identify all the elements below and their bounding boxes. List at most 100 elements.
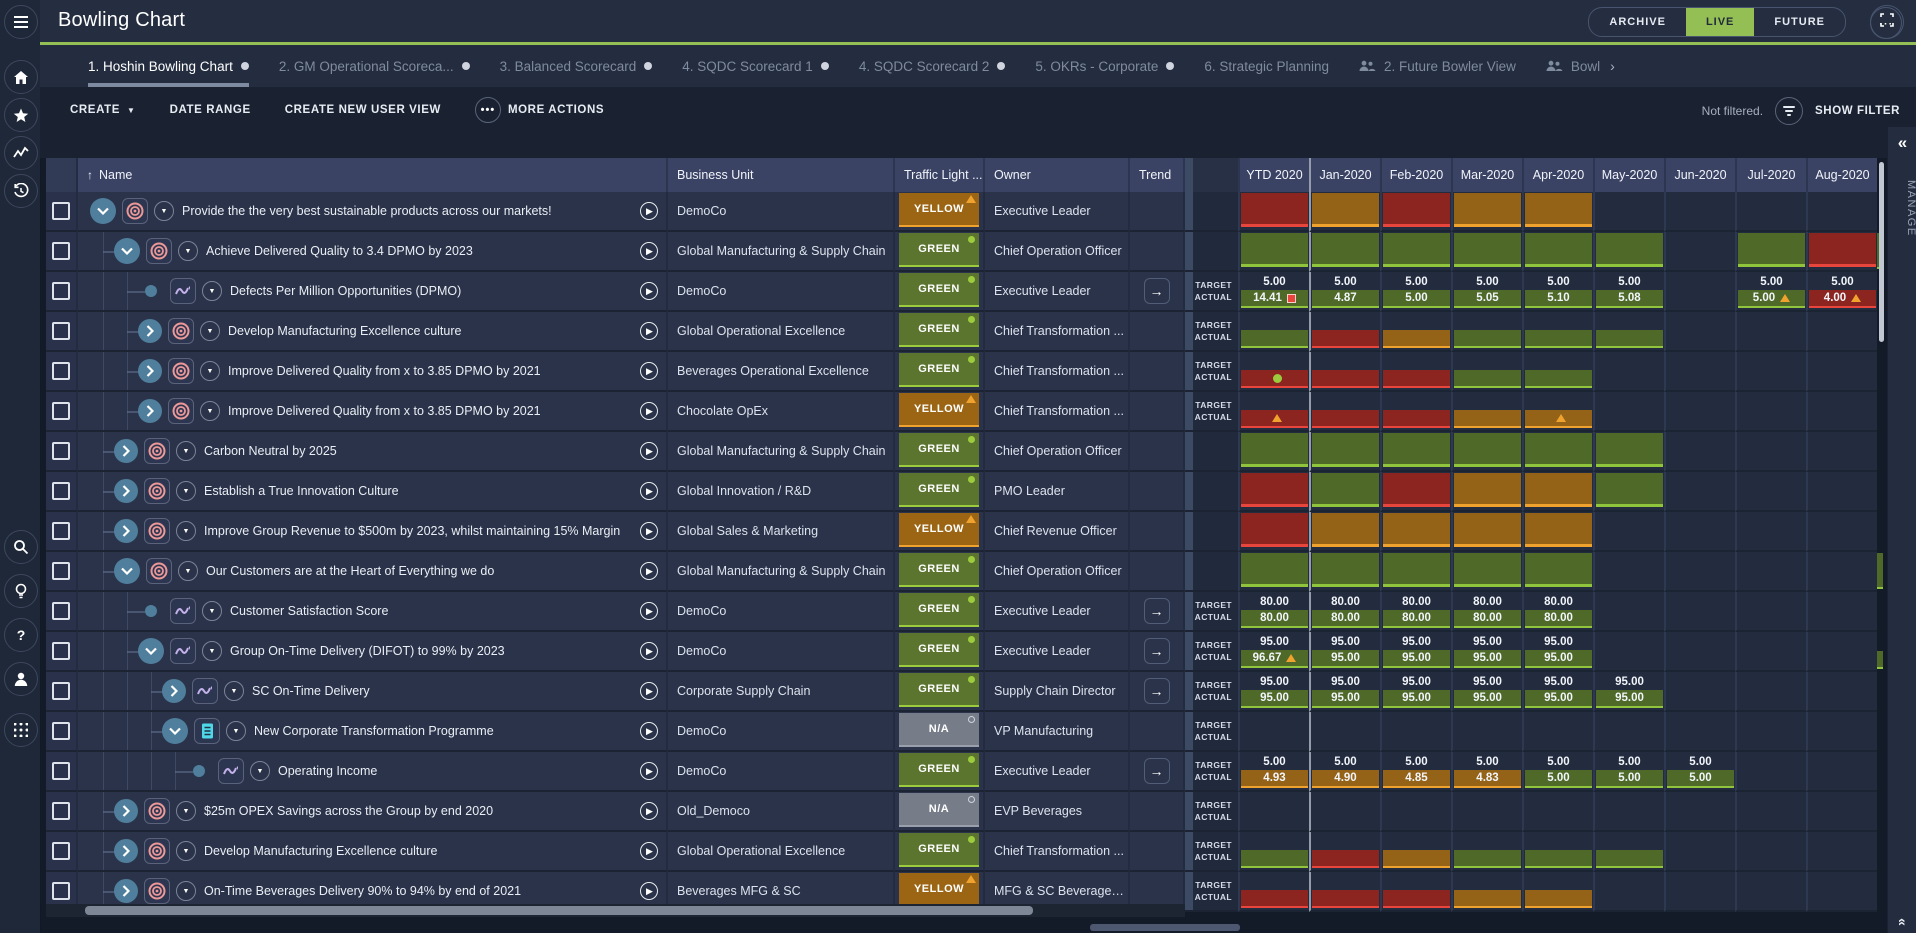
target-value-cell[interactable] (1240, 833, 1309, 850)
actual-value-cell[interactable]: 5.00 (1738, 290, 1805, 308)
target-value-cell[interactable] (1240, 793, 1309, 811)
target-value-cell[interactable] (1240, 873, 1309, 890)
actual-value-cell[interactable]: 95.00 (1525, 690, 1592, 708)
data-cell[interactable] (1522, 792, 1593, 832)
play-button[interactable]: ▶ (640, 762, 658, 780)
actual-value-cell[interactable]: 95.00 (1312, 690, 1379, 708)
play-button[interactable]: ▶ (640, 362, 658, 380)
actual-value-cell[interactable] (1454, 370, 1521, 388)
row-name-cell[interactable]: ▼ Improve Delivered Quality from x to 3.8… (78, 392, 668, 432)
row-name-cell[interactable]: ▼ Our Customers are at the Heart of Every… (78, 552, 668, 592)
target-value-cell[interactable] (1595, 793, 1664, 811)
data-cell[interactable] (1806, 472, 1877, 512)
sidebar-apps-button[interactable] (4, 713, 38, 747)
data-cell[interactable] (1522, 192, 1593, 232)
target-value-cell[interactable] (1737, 353, 1806, 371)
expand-row-button[interactable] (114, 519, 138, 543)
actual-value-cell[interactable]: 5.05 (1454, 290, 1521, 308)
target-value-cell[interactable]: 5.00 (1311, 753, 1380, 770)
sidebar-help-button[interactable]: ? (4, 618, 38, 652)
row-name-cell[interactable]: ▼ Achieve Delivered Quality to 3.4 DPMO b… (78, 232, 668, 272)
data-cell[interactable] (1522, 352, 1593, 392)
column-header-month[interactable]: May-2020 (1593, 158, 1664, 192)
data-cell[interactable] (1806, 832, 1877, 872)
actual-value-cell[interactable] (1525, 811, 1592, 829)
target-value-cell[interactable] (1595, 353, 1664, 371)
data-cell[interactable]: 95.00 95.00 (1309, 672, 1380, 712)
column-header-month[interactable]: Apr-2020 (1522, 158, 1593, 192)
actual-value-cell[interactable] (1667, 371, 1734, 389)
play-button[interactable]: ▶ (640, 242, 658, 260)
data-cell[interactable] (1735, 352, 1806, 392)
row-name-cell[interactable]: ▼ Defects Per Million Opportunities (DPMO… (78, 272, 668, 312)
data-cell[interactable] (1735, 312, 1806, 352)
target-value-cell[interactable] (1737, 393, 1806, 411)
actual-value-cell[interactable] (1454, 890, 1521, 908)
actual-value-cell[interactable] (1809, 771, 1876, 789)
actual-value-cell[interactable] (1241, 330, 1308, 348)
data-cell[interactable] (1735, 752, 1806, 792)
target-value-cell[interactable] (1666, 673, 1735, 691)
actual-value-cell[interactable]: 5.08 (1596, 290, 1663, 308)
data-cell[interactable] (1664, 232, 1735, 272)
target-value-cell[interactable] (1737, 633, 1806, 651)
data-cell[interactable] (1451, 472, 1522, 512)
actual-value-cell[interactable] (1667, 411, 1734, 429)
column-header-owner[interactable]: Owner (985, 158, 1130, 192)
target-value-cell[interactable] (1666, 713, 1735, 731)
data-cell[interactable] (1735, 432, 1806, 472)
collapse-row-button[interactable] (162, 718, 188, 744)
actual-value-cell[interactable] (1383, 890, 1450, 908)
row-checkbox[interactable] (52, 242, 70, 260)
trend-flat-button[interactable]: → (1143, 678, 1170, 704)
data-cell[interactable] (1806, 872, 1877, 912)
target-value-cell[interactable] (1808, 353, 1877, 371)
data-cell[interactable]: 95.00 95.00 (1309, 632, 1380, 672)
target-value-cell[interactable] (1240, 713, 1309, 731)
data-cell[interactable] (1238, 232, 1309, 272)
actual-value-cell[interactable] (1383, 811, 1450, 829)
more-actions-button[interactable]: ••• MORE ACTIONS (474, 97, 604, 123)
data-cell[interactable]: 5.00 4.85 (1380, 752, 1451, 792)
actual-value-cell[interactable] (1809, 371, 1876, 389)
target-value-cell[interactable] (1311, 353, 1380, 370)
data-cell[interactable] (1238, 312, 1309, 352)
data-cell[interactable] (1451, 712, 1522, 752)
expand-row-button[interactable] (114, 839, 138, 863)
actual-value-cell[interactable] (1454, 811, 1521, 829)
play-button[interactable]: ▶ (640, 282, 658, 300)
target-value-cell[interactable]: 95.00 (1311, 633, 1380, 650)
play-button[interactable]: ▶ (640, 202, 658, 220)
data-cell[interactable] (1735, 552, 1806, 592)
row-menu-button[interactable]: ▼ (176, 441, 196, 461)
row-name-cell[interactable]: ▼ Customer Satisfaction Score ▶ (78, 592, 668, 632)
data-cell[interactable] (1735, 512, 1806, 552)
data-cell[interactable]: 5.00 4.90 (1309, 752, 1380, 792)
data-cell[interactable]: 5.00 4.83 (1451, 752, 1522, 792)
target-value-cell[interactable] (1524, 793, 1593, 811)
data-cell[interactable] (1309, 832, 1380, 872)
actual-value-cell[interactable]: 80.00 (1312, 610, 1379, 628)
actual-value-cell[interactable] (1738, 811, 1805, 829)
actual-value-cell[interactable] (1241, 370, 1308, 388)
data-cell[interactable] (1735, 632, 1806, 672)
row-checkbox[interactable] (52, 522, 70, 540)
target-value-cell[interactable]: 5.00 (1737, 273, 1806, 290)
trend-flat-button[interactable]: → (1143, 598, 1170, 624)
row-checkbox[interactable] (52, 362, 70, 380)
column-header-business-unit[interactable]: Business Unit (668, 158, 895, 192)
data-cell[interactable]: 80.00 80.00 (1451, 592, 1522, 632)
actual-value-cell[interactable] (1809, 611, 1876, 629)
row-name-cell[interactable]: ▼ Develop Manufacturing Excellence cultur… (78, 832, 668, 872)
target-value-cell[interactable]: 95.00 (1382, 673, 1451, 690)
target-value-cell[interactable] (1808, 753, 1877, 771)
row-menu-button[interactable]: ▼ (200, 321, 220, 341)
actual-value-cell[interactable] (1809, 411, 1876, 429)
data-cell[interactable] (1806, 512, 1877, 552)
collapse-panel-icon[interactable]: « (1897, 133, 1908, 152)
data-cell[interactable]: 80.00 80.00 (1238, 592, 1309, 632)
target-value-cell[interactable] (1808, 673, 1877, 691)
data-cell[interactable] (1593, 832, 1664, 872)
row-menu-button[interactable]: ▼ (178, 241, 198, 261)
actual-value-cell[interactable] (1596, 850, 1663, 868)
